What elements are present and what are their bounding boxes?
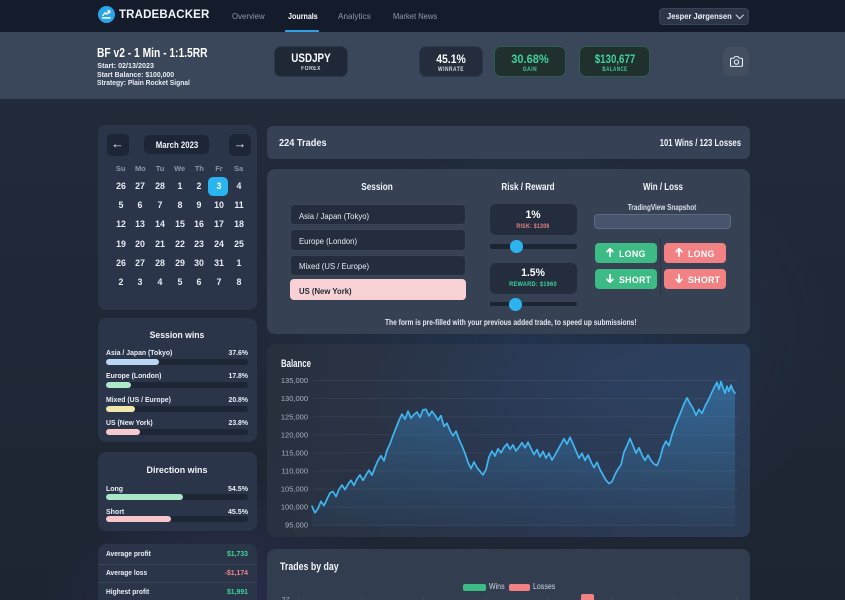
svg-text:130,000: 130,000 <box>281 394 308 403</box>
svg-text:95,000: 95,000 <box>285 520 308 529</box>
svg-text:135,000: 135,000 <box>281 376 308 385</box>
svg-text:115,000: 115,000 <box>281 448 308 457</box>
svg-text:105,000: 105,000 <box>281 484 308 493</box>
svg-text:100,000: 100,000 <box>281 502 308 511</box>
svg-text:125,000: 125,000 <box>281 412 308 421</box>
svg-text:120,000: 120,000 <box>281 430 308 439</box>
svg-text:110,000: 110,000 <box>281 466 308 475</box>
